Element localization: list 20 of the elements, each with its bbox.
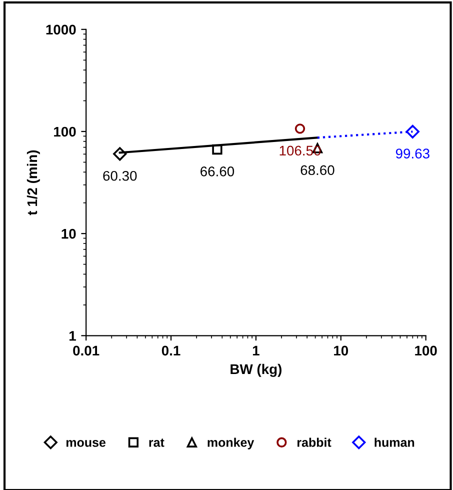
legend-label: mouse [66,440,106,447]
x-tick-label: 10 [334,346,348,356]
x-tick-label: 100 [415,346,437,356]
legend-label: monkey [208,438,254,450]
y-tick-label: 10 [62,228,76,239]
y-tick-label: 1000 [46,24,76,35]
x-axis-title: BW (kg) [230,364,282,377]
legend-label: rat [149,438,164,447]
x-tick-label: 0.1 [162,346,180,356]
data-label: 66.60 [200,166,234,176]
legend-label: rabbit [297,438,332,447]
x-tick-label: 1 [252,346,260,356]
data-label: 60.30 [103,170,137,181]
data-label: 68.60 [300,165,334,176]
y-tick-label: 100 [54,126,76,137]
legend-label: human [374,438,414,447]
data-label: 99.63 [396,148,430,159]
y-axis-title: t 1/2 (min) [26,150,40,216]
x-tick-label: 0.01 [73,346,100,356]
y-tick-label: 1 [70,331,76,341]
